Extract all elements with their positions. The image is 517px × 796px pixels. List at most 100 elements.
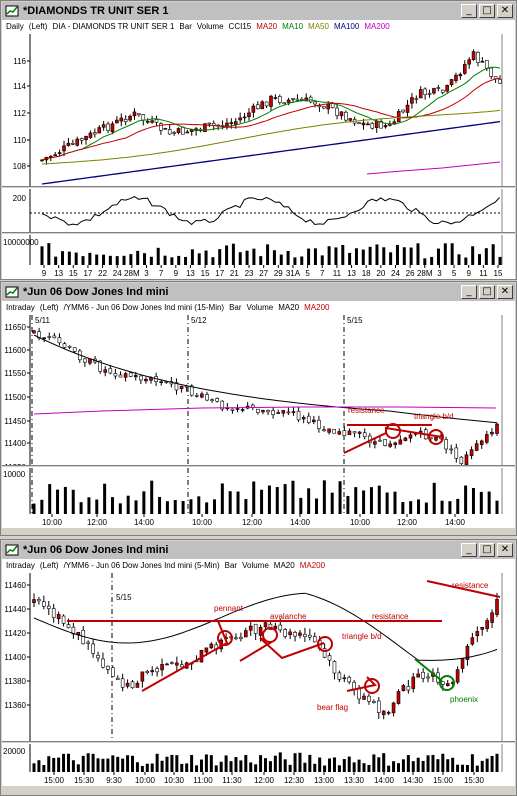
volume-bar [158,497,162,514]
volume-bar [181,500,185,514]
price-bar [308,634,312,638]
title-bar[interactable]: *Jun 06 Dow Jones Ind mini _ □ ✕ [2,541,515,559]
price-bar [268,623,273,630]
price-bar [485,434,489,443]
volume-bar [432,482,436,514]
price-bar [113,373,118,377]
close-button[interactable]: ✕ [497,285,513,299]
chart-window-daily: *DIAMONDS TR UNIT SER 1 _ □ ✕ Daily (Left… [0,0,517,280]
volume-bar [288,764,292,772]
minimize-button[interactable]: _ [461,285,477,299]
volume-bar [337,765,341,772]
volume-bar [47,756,51,772]
price-bar [106,665,110,670]
price-bar [396,111,401,123]
volume-panel[interactable]: 20000 [2,744,515,772]
price-bar [128,115,132,121]
minimize-button[interactable]: _ [461,4,477,18]
session-label: 5/11 [35,316,51,325]
volume-bar [406,755,410,772]
price-bar [489,67,493,77]
chart-info-bar: Daily (Left) DIA - DIAMONDS TR UNIT SER 1 B… [2,20,515,34]
title-bar[interactable]: *DIAMONDS TR UNIT SER 1 _ □ ✕ [2,2,515,20]
x-tick-label: 11:00 [193,776,213,785]
volume-bar [315,498,319,514]
panel-divider[interactable] [2,741,515,744]
price-bar [471,51,476,60]
price-panel[interactable]: 11650 11600 11550 11500 11450 11400 11350 5/11 5… [2,315,515,465]
volume-bar [341,244,345,265]
price-bar [160,664,164,671]
maximize-button[interactable]: □ [479,285,495,299]
price-bar [251,105,256,113]
info-item: MA200 [364,22,390,31]
price-bar [62,145,66,152]
price-panel[interactable]: 11460 11440 11420 11400 11380 11360 5/15 pennan… [2,573,515,741]
price-bar [67,345,72,348]
panel-divider[interactable] [2,186,515,189]
volume-bar [129,254,133,265]
x-tick-label: 17 [215,269,224,278]
close-button[interactable]: ✕ [497,4,513,18]
volume-bar [40,499,44,514]
cci-panel[interactable]: 200 [2,189,515,232]
volume-bar [498,256,502,265]
volume-panel[interactable]: 10000 [2,468,515,514]
price-bar [204,647,209,653]
price-bar [119,117,124,122]
volume-bar [95,254,99,265]
volume-bar [354,248,358,265]
volume-bar [278,752,282,772]
price-bar [470,637,475,645]
price-bar [42,337,46,339]
volume-bar [110,497,114,514]
volume-bar [252,481,256,514]
volume-bar [195,765,199,772]
volume-bar [189,499,193,514]
price-bar [111,667,115,677]
maximize-button[interactable]: □ [479,543,495,557]
price-panel[interactable]: 116 114 112 110 108 [2,34,515,186]
volume-bar [150,480,154,514]
panel-divider[interactable] [2,232,515,235]
price-bar [115,677,120,680]
close-button[interactable]: ✕ [497,543,513,557]
volume-bar [42,765,46,772]
price-bar [379,121,383,129]
y-tick-label: 114 [13,82,26,91]
maximize-button[interactable]: □ [479,4,495,18]
price-bar [445,683,450,687]
volume-bar [165,501,169,514]
minimize-button[interactable]: _ [461,543,477,557]
volume-bar [149,256,153,265]
price-bar [357,688,361,700]
panel-divider[interactable] [2,465,515,468]
info-item: Daily [6,22,24,31]
price-bar [454,74,458,81]
price-bar [189,385,194,396]
volume-bar [457,254,461,265]
volume-bar [396,763,400,772]
volume-bar [313,248,317,265]
info-item: (Left) [28,22,48,31]
volume-panel[interactable]: 10000000 [2,235,515,265]
ma10-line [41,66,501,161]
volume-bar [79,502,83,514]
volume-bar [389,252,393,265]
volume-bar [199,759,203,772]
price-bar [381,710,386,716]
volume-bar [409,247,413,265]
volume-bar [259,256,263,265]
price-bar [436,87,441,89]
price-bar [248,625,253,631]
price-bar [132,111,137,117]
price-bar [467,59,471,65]
volume-bar [184,256,188,265]
price-bar [374,120,379,128]
volume-bar [260,489,264,514]
volume-bar [416,243,420,265]
price-bar [418,89,423,99]
volume-bar [382,247,386,265]
title-bar[interactable]: *Jun 06 Dow Jones Ind mini _ □ ✕ [2,283,515,301]
price-bar [476,52,480,63]
